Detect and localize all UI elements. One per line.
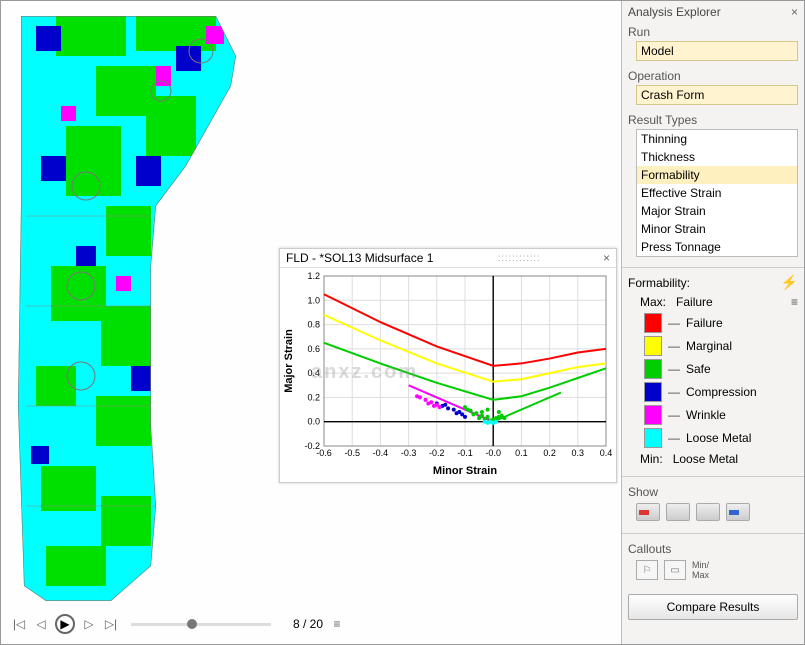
svg-text:-0.0: -0.0 — [485, 448, 501, 458]
legend-row: — Compression — [644, 382, 798, 402]
fld-panel[interactable]: FLD - *SOL13 Midsurface 1 : : : : : : : … — [279, 248, 617, 483]
legend-row: — Safe — [644, 359, 798, 379]
svg-text:0.2: 0.2 — [307, 392, 320, 402]
operation-label: Operation — [628, 69, 798, 83]
svg-text:-0.5: -0.5 — [344, 448, 360, 458]
legend-swatch — [644, 336, 662, 356]
drag-handle-icon[interactable]: : : : : : : : : : : : : — [498, 253, 539, 264]
legend-row: — Failure — [644, 313, 798, 333]
legend-swatch — [644, 405, 662, 425]
result-type-item[interactable]: Minor Strain — [637, 220, 797, 238]
min-value: Loose Metal — [673, 452, 738, 466]
model-mesh[interactable] — [6, 6, 316, 606]
legend-dash: — — [668, 316, 680, 330]
max-label: Max: — [640, 295, 666, 309]
callout-note-icon[interactable]: ▭ — [664, 560, 686, 580]
svg-text:0.2: 0.2 — [543, 448, 556, 458]
legend-menu-icon[interactable]: ≡ — [791, 295, 798, 309]
legend-label: Wrinkle — [686, 408, 726, 422]
svg-text:-0.3: -0.3 — [401, 448, 417, 458]
result-types-list[interactable]: ThinningThicknessFormabilityEffective St… — [636, 129, 798, 257]
svg-text:-0.1: -0.1 — [457, 448, 473, 458]
result-type-item[interactable]: Effective Strain — [637, 184, 797, 202]
result-type-item[interactable]: Formability — [637, 166, 797, 184]
legend-dash: — — [668, 339, 680, 353]
skip-end-icon[interactable]: ▷| — [103, 616, 119, 632]
svg-text:0.6: 0.6 — [307, 344, 320, 354]
prev-frame-icon[interactable]: ◁ — [33, 616, 49, 632]
legend-swatch — [644, 428, 662, 448]
result-type-item[interactable]: Thickness — [637, 148, 797, 166]
show-tool-2-icon[interactable] — [666, 503, 690, 521]
legend-swatch — [644, 359, 662, 379]
legend-label: Failure — [686, 316, 723, 330]
svg-text:0.3: 0.3 — [572, 448, 585, 458]
skip-start-icon[interactable]: |◁ — [11, 616, 27, 632]
max-value: Failure — [676, 295, 713, 309]
svg-text:0.1: 0.1 — [515, 448, 528, 458]
svg-text:1.0: 1.0 — [307, 295, 320, 305]
minmax-callout-label[interactable]: Min/Max — [692, 560, 709, 580]
analysis-explorer-panel: Analysis Explorer × Run Model Operation … — [621, 1, 804, 644]
min-label: Min: — [640, 452, 663, 466]
show-tool-1-icon[interactable] — [636, 503, 660, 521]
legend-row: — Loose Metal — [644, 428, 798, 448]
fld-title: FLD - *SOL13 Midsurface 1 — [286, 251, 433, 265]
play-icon: ▶ — [60, 617, 69, 631]
run-field[interactable]: Model — [636, 41, 798, 61]
panel-close-icon[interactable]: × — [791, 5, 798, 19]
frame-slider[interactable] — [131, 623, 271, 626]
svg-text:0.8: 0.8 — [307, 320, 320, 330]
app-window: FLD - *SOL13 Midsurface 1 : : : : : : : … — [0, 0, 805, 645]
legend-label: Loose Metal — [686, 431, 751, 445]
svg-text:-0.2: -0.2 — [304, 441, 320, 451]
svg-text:0.4: 0.4 — [307, 368, 320, 378]
callout-flag-icon[interactable]: ⚐ — [636, 560, 658, 580]
panel-title: Analysis Explorer — [628, 5, 721, 19]
svg-text:Major Strain: Major Strain — [283, 329, 295, 393]
legend-label: Safe — [686, 362, 711, 376]
close-icon[interactable]: × — [603, 251, 610, 265]
show-label: Show — [628, 485, 798, 499]
legend-label: Marginal — [686, 339, 732, 353]
result-type-item[interactable]: Press Tonnage — [637, 238, 797, 256]
playback-menu-icon[interactable]: ≡ — [329, 616, 345, 632]
next-frame-icon[interactable]: ▷ — [81, 616, 97, 632]
fld-header[interactable]: FLD - *SOL13 Midsurface 1 : : : : : : : … — [280, 249, 616, 268]
legend-dash: — — [668, 362, 680, 376]
result-type-item[interactable]: Thinning — [637, 130, 797, 148]
legend-swatch — [644, 313, 662, 333]
legend-title: Formability: — [628, 276, 690, 290]
legend-dash: — — [668, 385, 680, 399]
compare-results-button[interactable]: Compare Results — [628, 594, 798, 620]
legend-dash: — — [668, 408, 680, 422]
legend-row: — Wrinkle — [644, 405, 798, 425]
result-types-label: Result Types — [628, 113, 798, 127]
result-type-item[interactable]: Major Strain — [637, 202, 797, 220]
playback-bar: |◁ ◁ ▶ ▷ ▷| 8 / 20 ≡ — [11, 614, 345, 634]
legend-swatch — [644, 382, 662, 402]
svg-text:1.2: 1.2 — [307, 271, 320, 281]
svg-text:-0.2: -0.2 — [429, 448, 445, 458]
play-button[interactable]: ▶ — [55, 614, 75, 634]
show-tool-3-icon[interactable] — [696, 503, 720, 521]
frame-counter: 8 / 20 — [293, 617, 323, 631]
operation-field[interactable]: Crash Form — [636, 85, 798, 105]
svg-text:0.4: 0.4 — [600, 448, 613, 458]
callouts-label: Callouts — [628, 542, 798, 556]
svg-text:-0.4: -0.4 — [373, 448, 389, 458]
legend-row: — Marginal — [644, 336, 798, 356]
legend-label: Compression — [686, 385, 757, 399]
show-tool-4-icon[interactable] — [726, 503, 750, 521]
svg-text:0.0: 0.0 — [307, 417, 320, 427]
run-label: Run — [628, 25, 798, 39]
legend-dash: — — [668, 431, 680, 445]
slider-thumb[interactable] — [187, 619, 197, 629]
fld-chart[interactable]: -0.6-0.5-0.4-0.3-0.2-0.1-0.00.10.20.30.4… — [280, 268, 616, 478]
refresh-icon[interactable]: ⚡ — [781, 274, 798, 291]
svg-text:Minor Strain: Minor Strain — [433, 465, 497, 477]
viewport[interactable]: FLD - *SOL13 Midsurface 1 : : : : : : : … — [1, 1, 621, 644]
